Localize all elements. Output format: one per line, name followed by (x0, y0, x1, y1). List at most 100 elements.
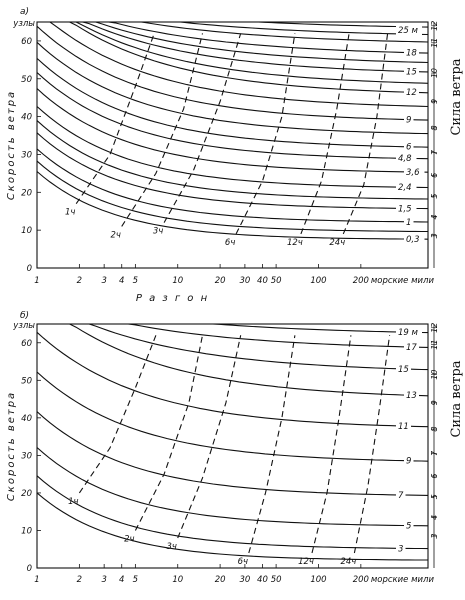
wave-height-curve (36, 371, 429, 462)
duration-label: 2ч (111, 230, 121, 240)
x-tick-label: 40 (257, 276, 268, 286)
curve-label-bg (404, 65, 419, 77)
curve-label-bg (404, 165, 425, 177)
wave-height-label: 1 (406, 218, 411, 228)
wave-height-curve (37, 21, 429, 94)
duration-curve (78, 335, 157, 494)
wave-height-curve (36, 447, 429, 527)
wave-height-curve (36, 132, 429, 210)
x-tick-label: 3 (101, 276, 106, 286)
wave-height-label: 25 м (398, 26, 419, 36)
x-unit-label: морские мили (371, 575, 435, 585)
y-tick-label: 50 (21, 75, 32, 85)
panel-label: а) (20, 7, 29, 17)
beaufort-label: 7 (430, 450, 439, 456)
x-unit-label: морские мили (371, 276, 435, 286)
x-tick-label: 4 (119, 575, 124, 585)
x-tick-label: 3 (101, 575, 106, 585)
wave-height-label: 7 (398, 491, 404, 501)
curve-label-bg (404, 46, 419, 58)
wave-height-label: 4,8 (398, 154, 412, 164)
y-tick-label: 20 (21, 489, 32, 499)
wave-height-curve (37, 21, 429, 28)
y-tick-label: 60 (21, 339, 32, 349)
wave-height-label: 18 (406, 49, 417, 59)
wave-height-curve (37, 21, 429, 84)
duration-label: 3ч (167, 542, 177, 552)
wave-height-label: 2,4 (398, 183, 412, 193)
wave-height-label: 15 (406, 67, 417, 77)
curve-label-bg (396, 488, 406, 500)
y-tick-label: 30 (21, 150, 32, 160)
wave-height-curve (36, 160, 428, 233)
y-tick-label: 40 (21, 414, 32, 424)
curve-label-bg (396, 362, 411, 374)
y-axis-title: Скорость ветра (6, 391, 17, 501)
wave-height-curve (36, 148, 429, 223)
duration-label: 12ч (287, 238, 303, 248)
y-tick-label: 40 (21, 113, 32, 123)
duration-curve (121, 33, 204, 227)
x-tick-label: 2 (77, 276, 82, 286)
x-tick-label: 30 (239, 276, 250, 286)
y-axis-title: Скорость ветра (6, 90, 17, 200)
wave-height-curve (37, 323, 429, 397)
y-unit-label: узлы (12, 19, 35, 29)
beaufort-axis-title: Сила ветра (449, 58, 464, 135)
wave-height-label: 1,5 (398, 204, 412, 214)
plot-frame (36, 323, 429, 569)
duration-curve (134, 335, 204, 531)
wave-height-curve (36, 88, 429, 173)
wave-height-label: 15 (398, 365, 409, 375)
wave-height-curve (37, 323, 429, 348)
curve-label-bg (396, 542, 406, 554)
curve-label-bg (404, 233, 425, 245)
curve-label-bg (396, 181, 417, 193)
x-tick-label: 20 (215, 575, 226, 585)
x-tick-label: 50 (271, 575, 282, 585)
curve-label-bg (396, 24, 422, 35)
duration-curve (75, 33, 155, 205)
y-tick-label: 10 (21, 526, 32, 536)
curve-label-bg (404, 86, 419, 98)
duration-label: 6ч (238, 557, 248, 567)
wave-height-label: 3,6 (406, 168, 420, 178)
duration-curve (342, 33, 389, 235)
wave-height-curve (36, 25, 429, 121)
curve-label-bg (404, 113, 414, 125)
wave-height-curve (36, 120, 429, 200)
beaufort-axis-title: Сила ветра (449, 360, 464, 437)
duration-curve (235, 33, 296, 235)
wave-height-curve (36, 475, 429, 550)
wave-height-label: 6 (406, 143, 412, 153)
x-tick-label: 50 (271, 276, 282, 286)
wave-height-label: 3 (398, 544, 403, 554)
wave-height-curve (36, 171, 429, 240)
curve-label-bg (396, 419, 411, 431)
wave-height-label: 13 (406, 391, 417, 401)
duration-label: 24ч (340, 557, 356, 567)
duration-label: 24ч (329, 238, 345, 248)
x-tick-label: 30 (239, 575, 250, 585)
wave-height-curve (36, 57, 429, 148)
x-tick-label: 200 (353, 575, 369, 585)
duration-curve (248, 335, 296, 554)
wave-height-label: 19 м (398, 328, 419, 338)
wave-height-curve (37, 323, 429, 334)
y-tick-label: 20 (21, 188, 32, 198)
duration-curve (311, 335, 352, 554)
wave-height-label: 17 (406, 343, 417, 353)
curve-label-bg (396, 202, 417, 214)
x-tick-label: 20 (215, 276, 226, 286)
x-tick-label: 10 (172, 276, 183, 286)
curve-label-bg (404, 454, 414, 466)
x-tick-label: 200 (353, 276, 369, 286)
curve-label-bg (396, 326, 422, 337)
y-tick-label: 50 (21, 376, 32, 386)
y-unit-label: узлы (12, 321, 35, 331)
curve-label-bg (404, 389, 419, 401)
x-axis-title: Р а з г о н (136, 293, 209, 304)
duration-label: 12ч (298, 557, 314, 567)
